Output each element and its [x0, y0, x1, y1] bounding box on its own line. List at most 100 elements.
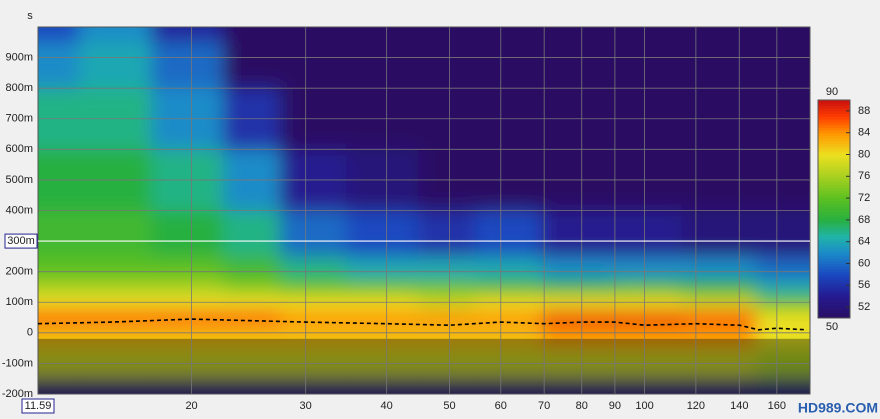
colorbar-segment: [818, 138, 850, 142]
heat-cell: [79, 378, 152, 394]
colorbar-segment: [818, 271, 850, 275]
colorbar-segment: [818, 282, 850, 286]
heat-cell: [79, 210, 152, 257]
heat-cell: [541, 279, 614, 296]
colorbar-segment: [818, 135, 850, 139]
heat-cell: [613, 42, 682, 89]
colorbar-segment: [818, 312, 850, 316]
colorbar-segment: [818, 184, 850, 188]
heat-cell: [475, 27, 542, 43]
colorbar-segment: [818, 249, 850, 254]
heat-cell: [418, 309, 476, 326]
heat-cell: [151, 378, 224, 394]
colorbar-segment: [818, 129, 850, 134]
colorbar-segment: [818, 288, 850, 292]
colorbar-tick-label: 80: [858, 148, 870, 160]
y-tick-label: 200m: [5, 266, 33, 278]
colorbar-segment: [818, 198, 850, 202]
colorbar-segment: [818, 143, 850, 147]
colorbar-segment: [818, 211, 850, 215]
colorbar-segment: [818, 252, 850, 256]
y-tick-label: 700m: [5, 113, 33, 125]
heat-cell: [346, 27, 419, 43]
colorbar-segment: [818, 258, 850, 262]
heat-cell: [756, 325, 810, 349]
colorbar-segment: [818, 293, 850, 297]
colorbar-segment: [818, 309, 850, 314]
heat-cell: [222, 309, 281, 326]
heat-cell: [151, 256, 224, 280]
colorbar-segment: [818, 260, 850, 264]
colorbar-segment: [818, 176, 850, 180]
heat-cell: [418, 210, 476, 257]
colorbar-segment: [818, 274, 850, 278]
heat-cell: [475, 210, 542, 257]
heat-cell: [681, 210, 757, 257]
colorbar-segment: [818, 247, 850, 251]
heat-cell: [346, 42, 419, 89]
heat-cell: [681, 378, 757, 394]
heat-cell: [541, 210, 614, 257]
colorbar-tick-label: 56: [858, 279, 870, 291]
colorbar-segment: [818, 195, 850, 199]
x-tick-label: 70: [538, 400, 550, 412]
colorbar-tick-label: 84: [858, 127, 870, 139]
heat-cell: [681, 309, 757, 326]
heat-cell: [756, 256, 810, 280]
colorbar-segment: [818, 159, 850, 164]
heat-cell: [280, 27, 347, 43]
heat-cell: [681, 279, 757, 296]
heat-cell: [418, 279, 476, 296]
colorbar-segment: [818, 121, 850, 126]
heat-cell: [418, 42, 476, 89]
colorbar-segment: [818, 241, 850, 245]
colorbar-segment: [818, 307, 850, 311]
colorbar-segment: [818, 238, 850, 243]
heat-cell: [756, 42, 810, 89]
colorbar-segment: [818, 219, 850, 224]
y-tick-label: 500m: [5, 174, 33, 186]
heat-cell: [613, 325, 682, 349]
colorbar-segment: [818, 157, 850, 161]
colorbar-segment: [818, 263, 850, 267]
heat-cell: [280, 309, 347, 326]
y-unit-label: s: [27, 10, 33, 22]
cursor-label: 300m: [7, 235, 35, 247]
heat-cell: [346, 256, 419, 280]
heat-cell: [346, 378, 419, 394]
colorbar-tick-label: 52: [858, 301, 870, 313]
colorbar-tick-label: 64: [858, 236, 870, 248]
x-tick-label: 120: [687, 400, 705, 412]
heat-cell: [418, 256, 476, 280]
watermark: HD989.COM: [798, 400, 878, 416]
heat-cell: [475, 378, 542, 394]
heat-cell: [346, 210, 419, 257]
colorbar-segment: [818, 285, 850, 289]
heat-cell: [346, 279, 419, 296]
y-tick-label: 800m: [5, 82, 33, 94]
heat-cell: [475, 309, 542, 326]
colorbar-min-label: 50: [826, 321, 838, 333]
colorbar-segment: [818, 173, 850, 177]
colorbar-border: [817, 99, 851, 319]
heat-cell: [613, 279, 682, 296]
colorbar-segment: [818, 217, 850, 221]
heat-cell: [222, 325, 281, 349]
heat-cell: [151, 309, 224, 326]
y-tick-label: 400m: [5, 204, 33, 216]
colorbar-segment: [818, 225, 850, 229]
heat-cell: [280, 256, 347, 280]
colorbar-segment: [818, 149, 850, 153]
colorbar-segment: [818, 154, 850, 158]
y-tick-label: 600m: [5, 143, 33, 155]
x-tick-label: 160: [768, 400, 786, 412]
colorbar-segment: [818, 222, 850, 226]
x-tick-label: 140: [730, 400, 748, 412]
x-tick-label: 50: [443, 400, 455, 412]
colorbar-segment: [818, 181, 850, 185]
heat-cell: [79, 27, 152, 43]
colorbar-segment: [818, 146, 850, 150]
heat-cell: [151, 279, 224, 296]
colorbar-segment: [818, 113, 850, 117]
